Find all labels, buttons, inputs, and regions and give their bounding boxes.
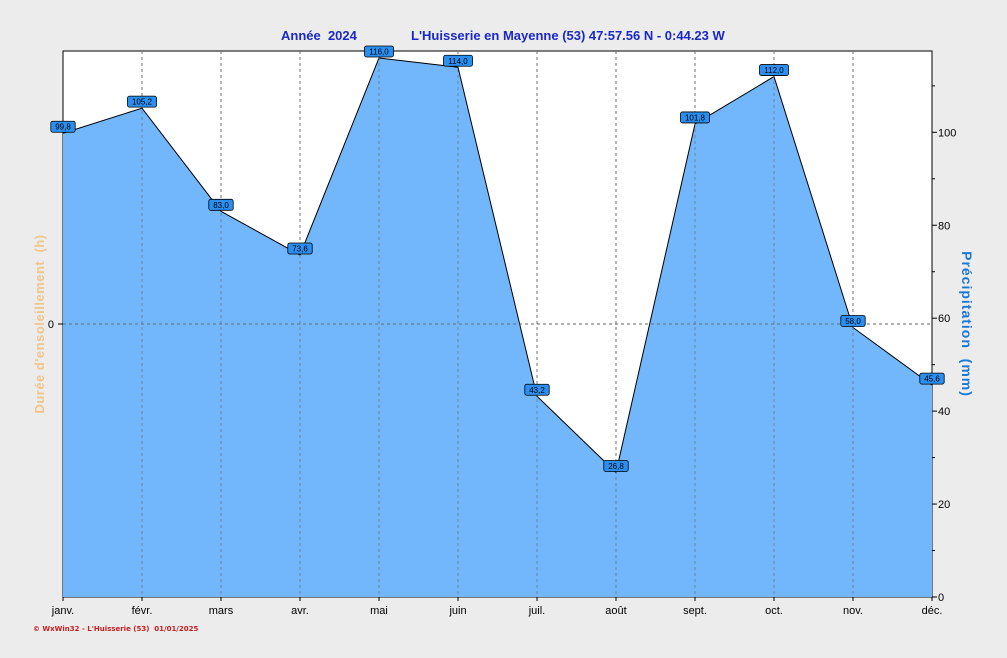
chart-year-title: Année 2024: [281, 28, 358, 43]
data-label: 99,8: [50, 120, 76, 133]
series-line: [62, 57, 933, 474]
data-label-box: [364, 45, 394, 58]
data-label-box: [443, 54, 473, 67]
x-tick-label: juil.: [528, 605, 546, 617]
data-label: 26,8: [603, 460, 629, 472]
series-area-fill: [63, 57, 932, 597]
left-axis-label: Durée d'ensoleillement (h): [32, 234, 47, 413]
x-tick-label: févr.: [132, 605, 153, 617]
data-label-box: [50, 120, 76, 133]
data-label-box: [127, 95, 157, 108]
x-tick-label: juin: [448, 605, 466, 617]
data-label-text: 83,0: [213, 201, 229, 210]
chart-station-title: L'Huisserie en Mayenne (53) 47:57.56 N -…: [411, 28, 726, 43]
data-label-box: [287, 242, 313, 255]
x-tick-label: mars: [209, 605, 234, 617]
data-label: 114,0: [443, 54, 473, 67]
data-label: 112,0: [759, 64, 789, 76]
data-label-box: [603, 460, 629, 472]
data-label: 101,8: [680, 111, 710, 124]
series-area: [62, 51, 933, 597]
footer-credit: © WxWin32 - L'Huisserie (53) 01/01/2025: [33, 625, 198, 633]
right-axis-label: Précipitation (mm): [959, 251, 975, 397]
x-tick-label: janv.: [51, 605, 74, 617]
right-tick-label: 20: [938, 499, 950, 511]
data-label-text: 101,8: [685, 113, 706, 122]
data-labels: 99,8 105,2 83,0 73,6 116,0 114,0 43,2 26,8 101,8…: [50, 45, 945, 472]
right-tick-label: 60: [938, 313, 950, 325]
data-label: 58,0: [840, 315, 866, 327]
left-axis-tick-label: 0: [48, 319, 54, 331]
right-tick-label: 100: [938, 127, 956, 139]
data-label-box: [840, 315, 866, 327]
data-label-text: 45,6: [924, 375, 940, 384]
x-tick-label: août: [605, 605, 626, 617]
right-tick-label: 0: [938, 592, 944, 604]
x-tick-label: déc.: [922, 605, 943, 617]
x-axis-ticks: janv. févr. mars avr. mai juin juil. août sept. o…: [51, 597, 943, 617]
right-axis-ticks: 0 20 40 60 80 100: [932, 85, 956, 604]
data-label: 45,6: [919, 372, 945, 385]
data-label: 116,0: [364, 45, 394, 58]
data-label-text: 58,0: [845, 317, 861, 326]
data-label: 105,2: [127, 95, 157, 108]
x-tick-label: oct.: [765, 605, 783, 617]
data-label-text: 105,2: [132, 98, 153, 107]
x-tick-label: sept.: [683, 605, 707, 617]
right-tick-label: 80: [938, 220, 950, 232]
data-label: 73,6: [287, 242, 313, 255]
data-label-box: [680, 111, 710, 124]
data-label-box: [919, 372, 945, 385]
data-label-text: 43,2: [529, 386, 545, 395]
x-tick-label: nov.: [843, 605, 863, 617]
x-tick-label: mai: [370, 605, 388, 617]
data-label-box: [759, 64, 789, 76]
data-label: 83,0: [208, 198, 234, 211]
data-label-text: 99,8: [55, 123, 71, 132]
data-label-box: [524, 383, 550, 396]
right-tick-label: 40: [938, 406, 950, 418]
data-label-text: 114,0: [448, 57, 468, 66]
x-tick-label: avr.: [291, 605, 309, 617]
data-label: 43,2: [524, 383, 550, 396]
data-label-text: 116,0: [369, 47, 389, 56]
data-label-text: 73,6: [292, 244, 308, 253]
data-label-text: 112,0: [764, 66, 784, 75]
data-label-box: [208, 198, 234, 211]
data-label-text: 26,8: [608, 462, 624, 471]
